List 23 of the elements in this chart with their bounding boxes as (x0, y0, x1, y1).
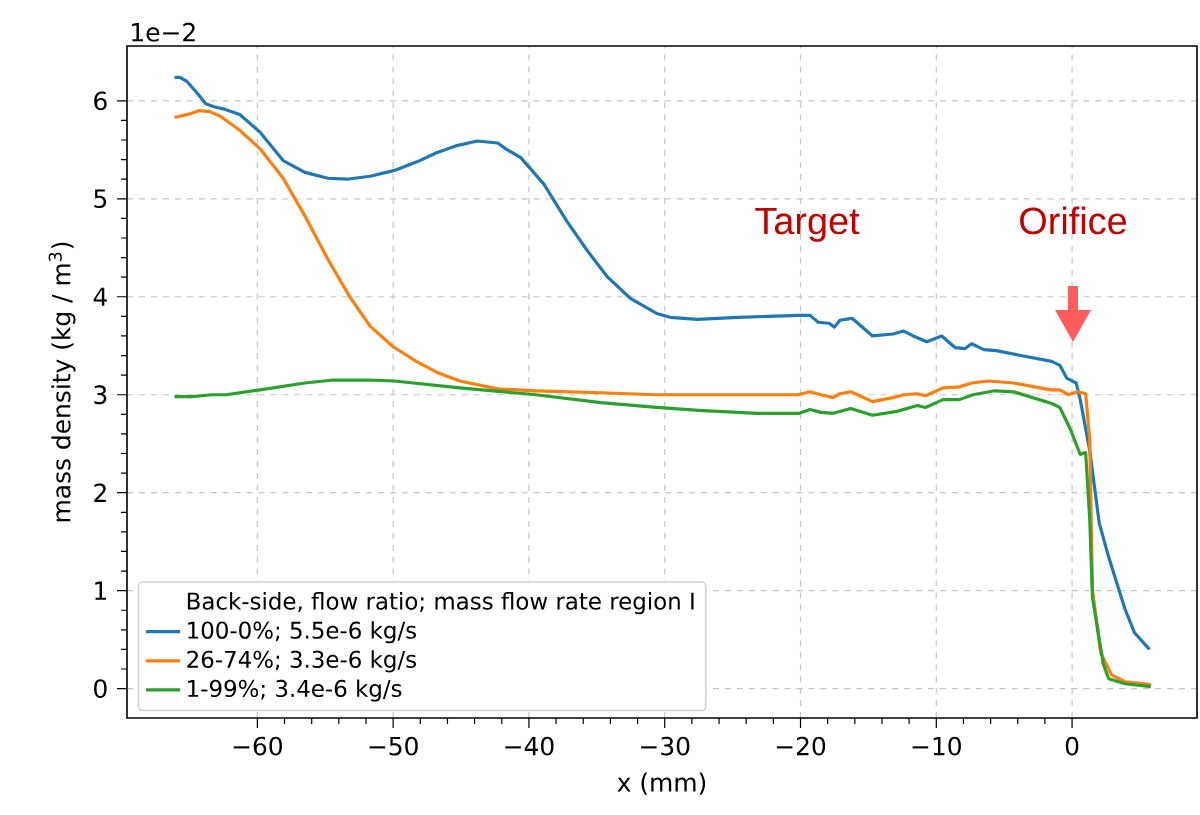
y-tick-label: 3 (94, 385, 107, 405)
x-tick-label: −30 (641, 736, 690, 756)
x-tick-label: −10 (912, 736, 961, 756)
x-tick-label: −20 (776, 736, 826, 756)
x-tick-label: −50 (369, 736, 418, 756)
legend-label: 100-0%; 5.5e-6 kg/s (188, 621, 416, 644)
x-tick-label: −40 (505, 736, 554, 756)
y-tick-label: 0 (94, 679, 107, 699)
y-tick-label: 1 (95, 581, 107, 600)
text: 1e−2 (132, 22, 195, 42)
y-axis-title: mass density (kg / m$^{3}$) (48, 242, 76, 522)
legend-title: Back-side, flow ratio; mass flow rate region I (187, 592, 694, 615)
x-axis-title: x (mm) (617, 772, 706, 795)
y-tick-label: 4 (93, 287, 107, 306)
x-tick-label: −60 (233, 736, 282, 756)
y-tick-label: 5 (94, 189, 107, 209)
annotation: Target (755, 207, 860, 242)
annotation: Orifice (1020, 206, 1127, 235)
legend-label: 26-74%; 3.3e-6 kg/s (187, 650, 416, 673)
y-tick-label: 2 (94, 483, 106, 502)
x-tick-label: 0 (1065, 736, 1079, 756)
legend-label: 1-99%; 3.4e-6 kg/s (188, 679, 402, 702)
y-tick-label: 6 (94, 91, 107, 111)
